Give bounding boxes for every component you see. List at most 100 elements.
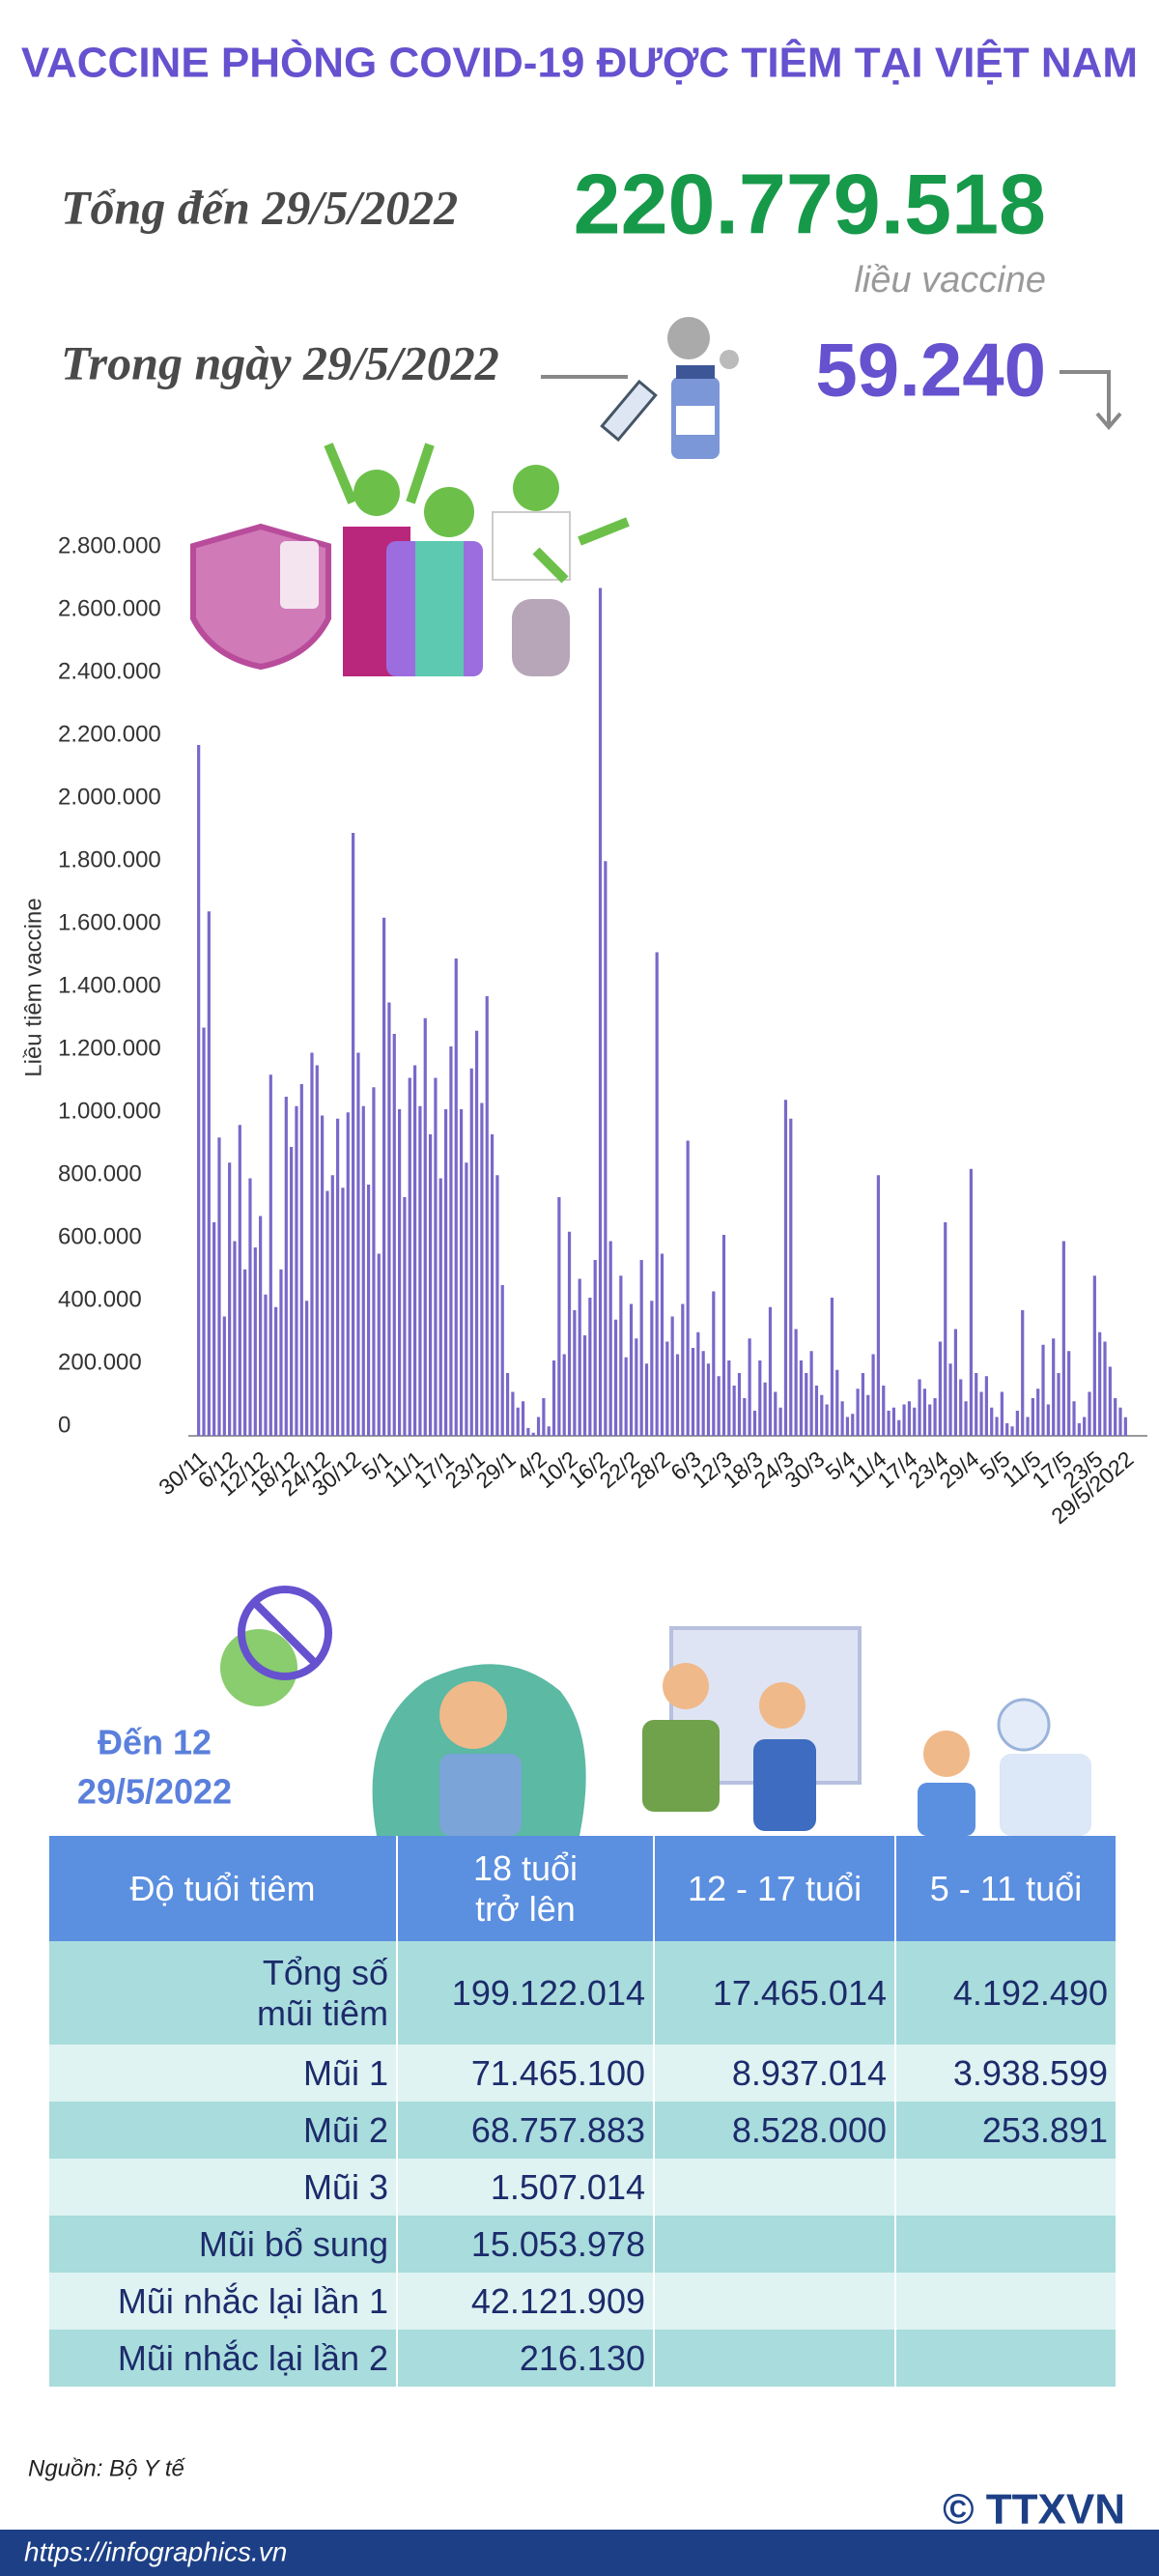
bar xyxy=(1072,1401,1076,1436)
bar xyxy=(639,1260,643,1436)
bar xyxy=(567,1231,572,1436)
cell xyxy=(654,2216,896,2273)
bar xyxy=(876,1175,881,1436)
bar xyxy=(717,1376,721,1436)
bar xyxy=(197,745,201,1436)
cell: 8.528.000 xyxy=(654,2102,896,2159)
cell xyxy=(895,2330,1117,2387)
bar xyxy=(840,1401,844,1436)
bar xyxy=(248,1178,252,1436)
vaccine-table: Độ tuổi tiêm 18 tuổi trở lên 12 - 17 tuổi 5 … xyxy=(49,1836,1117,2387)
bar xyxy=(789,1118,793,1436)
cell xyxy=(654,2273,896,2330)
bar xyxy=(990,1407,994,1436)
bar xyxy=(325,1190,329,1436)
bar xyxy=(336,1118,340,1436)
y-tick-label: 2.200.000 xyxy=(58,721,161,747)
header-row: Độ tuổi tiêm 18 tuổi trở lên 12 - 17 tuổi 5 … xyxy=(49,1836,1117,1941)
bar xyxy=(727,1360,731,1436)
bar xyxy=(768,1306,773,1436)
bar xyxy=(743,1398,747,1436)
bar xyxy=(1077,1423,1081,1436)
bar xyxy=(613,1319,618,1436)
total-value: 220.779.518 xyxy=(574,156,1046,251)
bar xyxy=(480,1102,484,1436)
bar xyxy=(675,1354,680,1436)
cell: 71.465.100 xyxy=(397,2045,655,2102)
bar xyxy=(922,1388,927,1436)
cell-line: 18 tuổi xyxy=(472,1847,579,1888)
bar xyxy=(721,1235,726,1436)
y-tick-label: 800.000 xyxy=(58,1160,142,1187)
bar xyxy=(310,1052,314,1436)
bar xyxy=(228,1162,232,1436)
y-tick-label: 1.400.000 xyxy=(58,972,161,998)
cell-line: 5 - 11 tuổi xyxy=(929,1868,1083,1908)
bar xyxy=(778,1407,782,1436)
bar xyxy=(1057,1373,1060,1436)
bar xyxy=(1061,1241,1065,1436)
age-label: 29/5/2022 xyxy=(77,1772,232,1812)
bar xyxy=(387,1002,391,1436)
cell-line: mũi tiêm xyxy=(256,1992,388,2033)
cell xyxy=(654,2330,896,2387)
vaccine-icon xyxy=(541,317,739,459)
bar xyxy=(691,1348,695,1436)
bar xyxy=(1046,1404,1050,1436)
bar xyxy=(207,911,211,1436)
bar xyxy=(887,1411,890,1436)
bar xyxy=(1118,1407,1122,1436)
bar xyxy=(1000,1391,1004,1436)
bar xyxy=(907,1401,912,1436)
bar xyxy=(551,1360,556,1436)
bar xyxy=(403,1197,407,1436)
bar xyxy=(948,1363,952,1436)
bar xyxy=(1010,1426,1014,1436)
source: Nguồn: Bộ Y tế xyxy=(28,2455,186,2481)
footer-bar xyxy=(0,2530,1159,2576)
bar xyxy=(933,1398,937,1436)
bar xyxy=(851,1414,855,1436)
bar xyxy=(361,1105,365,1436)
bar xyxy=(588,1298,592,1436)
bar xyxy=(274,1306,278,1436)
bar xyxy=(959,1379,963,1436)
bar xyxy=(465,1162,468,1436)
bar xyxy=(392,1034,396,1436)
bar xyxy=(809,1351,813,1436)
bar xyxy=(737,1373,742,1436)
header-cell: 18 tuổi trở lên xyxy=(397,1836,655,1941)
bar xyxy=(259,1216,263,1436)
row-label: Mũi 2 xyxy=(49,2102,398,2159)
bar xyxy=(526,1427,530,1436)
bar xyxy=(608,1241,612,1436)
bar xyxy=(1092,1275,1096,1436)
bar xyxy=(238,1125,241,1436)
bar xyxy=(305,1301,309,1436)
bar xyxy=(805,1373,808,1436)
bar xyxy=(820,1394,824,1436)
bar xyxy=(397,1109,402,1436)
bar xyxy=(1005,1423,1009,1436)
bar xyxy=(944,1222,947,1436)
bar xyxy=(619,1275,623,1436)
bar xyxy=(598,587,603,1436)
row-label: Mũi 3 xyxy=(49,2159,398,2216)
bar xyxy=(295,1105,298,1436)
bar xyxy=(665,1341,669,1436)
bar xyxy=(428,1134,433,1436)
bar xyxy=(975,1373,978,1436)
bar xyxy=(964,1401,968,1436)
cell: 68.757.883 xyxy=(397,2102,655,2159)
bar xyxy=(635,1338,638,1436)
bar xyxy=(330,1175,334,1436)
down-arrow xyxy=(1060,370,1122,431)
bar xyxy=(758,1360,762,1436)
header-cell: 5 - 11 tuổi xyxy=(895,1836,1117,1941)
bar xyxy=(928,1404,932,1436)
cell: 17.465.014 xyxy=(654,1941,896,2045)
bar xyxy=(681,1303,685,1436)
bar xyxy=(1083,1417,1087,1436)
cell: 3.938.599 xyxy=(895,2045,1117,2102)
